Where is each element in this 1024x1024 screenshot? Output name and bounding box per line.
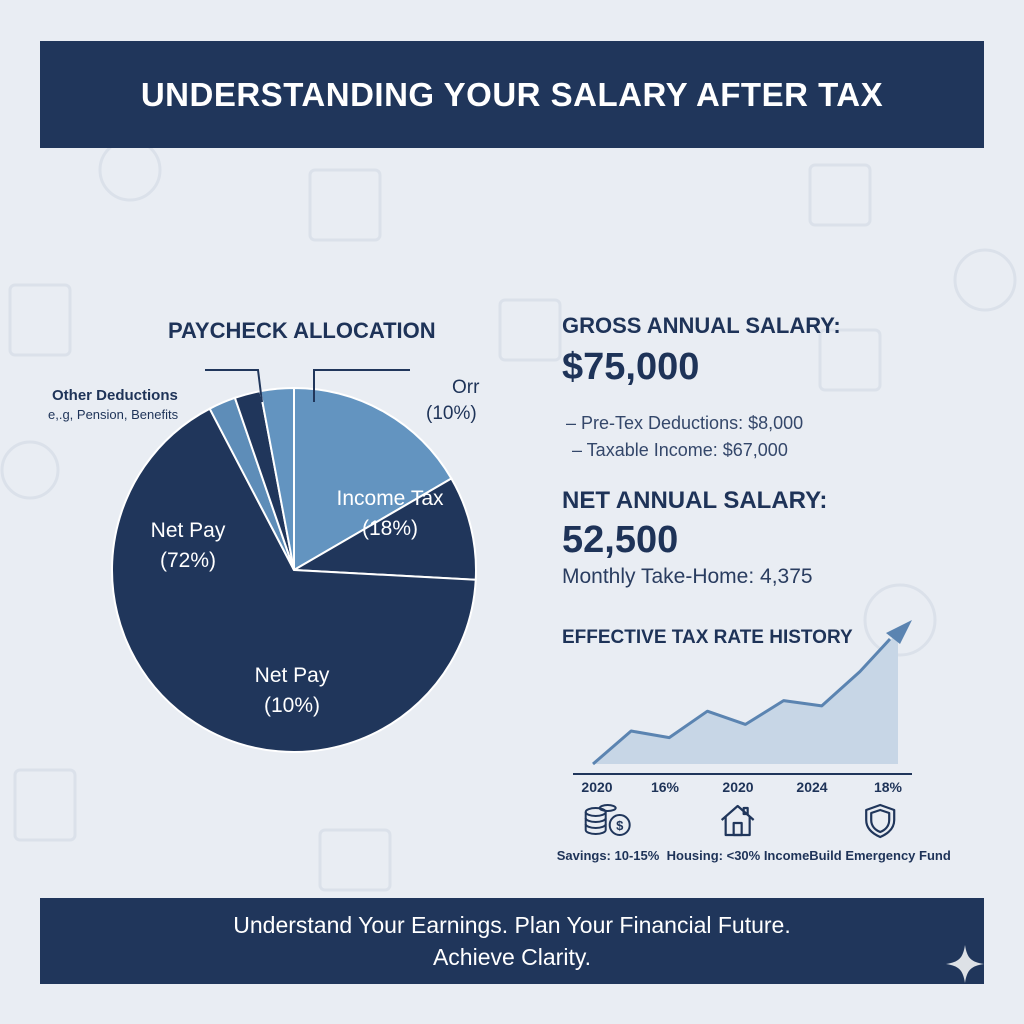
pie-chart-title: PAYCHECK ALLOCATION bbox=[168, 318, 436, 343]
savings-tip-label: Savings: 10-15% bbox=[556, 848, 660, 863]
gross-salary-label: GROSS ANNUAL SALARY: bbox=[562, 313, 841, 338]
other-deductions-sub: e,.g, Pension, Benefits bbox=[48, 407, 179, 422]
footer-line-2: Achieve Clarity. bbox=[432, 944, 592, 970]
callout-line bbox=[313, 369, 410, 402]
trend-arrowhead bbox=[886, 620, 912, 644]
pie-label-net-pay-72-name: Net Pay bbox=[150, 519, 226, 542]
x-tick-label: 2020 bbox=[581, 779, 613, 795]
taxable-income-line: – Taxable Income: $67,000 bbox=[572, 440, 788, 460]
pie-label-income-tax-name: Income Tax bbox=[336, 487, 444, 510]
net-salary-label: NET ANNUAL SALARY: bbox=[562, 487, 828, 514]
area-fill bbox=[593, 632, 898, 764]
tax-history-title: EFFECTIVE TAX RATE HISTORY bbox=[562, 627, 853, 648]
pie-label-income-tax-pct: (18%) bbox=[361, 517, 419, 540]
pie-label-net-pay-10: Net Pay (10%) bbox=[255, 661, 330, 721]
emergency-fund-tip-label: Build Emergency Fund bbox=[809, 848, 951, 863]
pretax-deductions-line: – Pre-Tex Deductions: $8,000 bbox=[566, 413, 804, 433]
page-title: UNDERSTANDING YOUR SALARY AFTER TAX bbox=[140, 75, 884, 113]
pie-slice bbox=[111, 407, 477, 753]
orr-callout: Orr bbox=[452, 377, 480, 398]
other-deductions-callout: Other Deductions bbox=[52, 387, 178, 404]
housing-tip-label: Housing: <30% Income bbox=[666, 848, 810, 863]
pie-label-net-pay-72-pct: (72%) bbox=[159, 549, 217, 572]
pie-label-income-tax: Income Tax (18%) bbox=[337, 484, 444, 544]
gross-salary-value: $75,000 bbox=[562, 346, 700, 388]
net-salary-value: 52,500 bbox=[562, 519, 679, 561]
x-tick-label: 18% bbox=[873, 779, 903, 795]
pie-slice bbox=[290, 477, 477, 581]
orr-callout-pct: (10%) bbox=[426, 403, 477, 424]
housing-tip: Housing: <30% Income bbox=[666, 803, 810, 863]
x-tick-label: 2020 bbox=[722, 779, 754, 795]
svg-text:$: $ bbox=[616, 818, 624, 833]
pie-label-net-pay-10-pct: (10%) bbox=[263, 694, 321, 717]
sparkle-icon bbox=[946, 945, 984, 983]
monthly-take-home: Monthly Take-Home: 4,375 bbox=[562, 565, 813, 588]
x-tick-label: 16% bbox=[650, 779, 680, 795]
footer-bar: Understand Your Earnings. Plan Your Fina… bbox=[40, 898, 984, 984]
callout-line bbox=[205, 369, 263, 403]
pie-label-net-pay-72: Net Pay (72%) bbox=[151, 516, 226, 576]
x-tick-label: 2024 bbox=[796, 779, 828, 795]
header-bar: UNDERSTANDING YOUR SALARY AFTER TAX bbox=[40, 41, 984, 148]
savings-tip: $ Savings: 10-15% bbox=[556, 803, 660, 863]
footer-line-1: Understand Your Earnings. Plan Your Fina… bbox=[233, 912, 791, 938]
coins-icon: $ bbox=[584, 804, 631, 836]
pie-slice bbox=[293, 386, 453, 572]
emergency-fund-tip: Build Emergency Fund bbox=[809, 803, 951, 863]
pie-label-net-pay-10-name: Net Pay bbox=[254, 664, 330, 687]
shield-icon bbox=[864, 803, 896, 839]
house-icon bbox=[721, 804, 755, 837]
